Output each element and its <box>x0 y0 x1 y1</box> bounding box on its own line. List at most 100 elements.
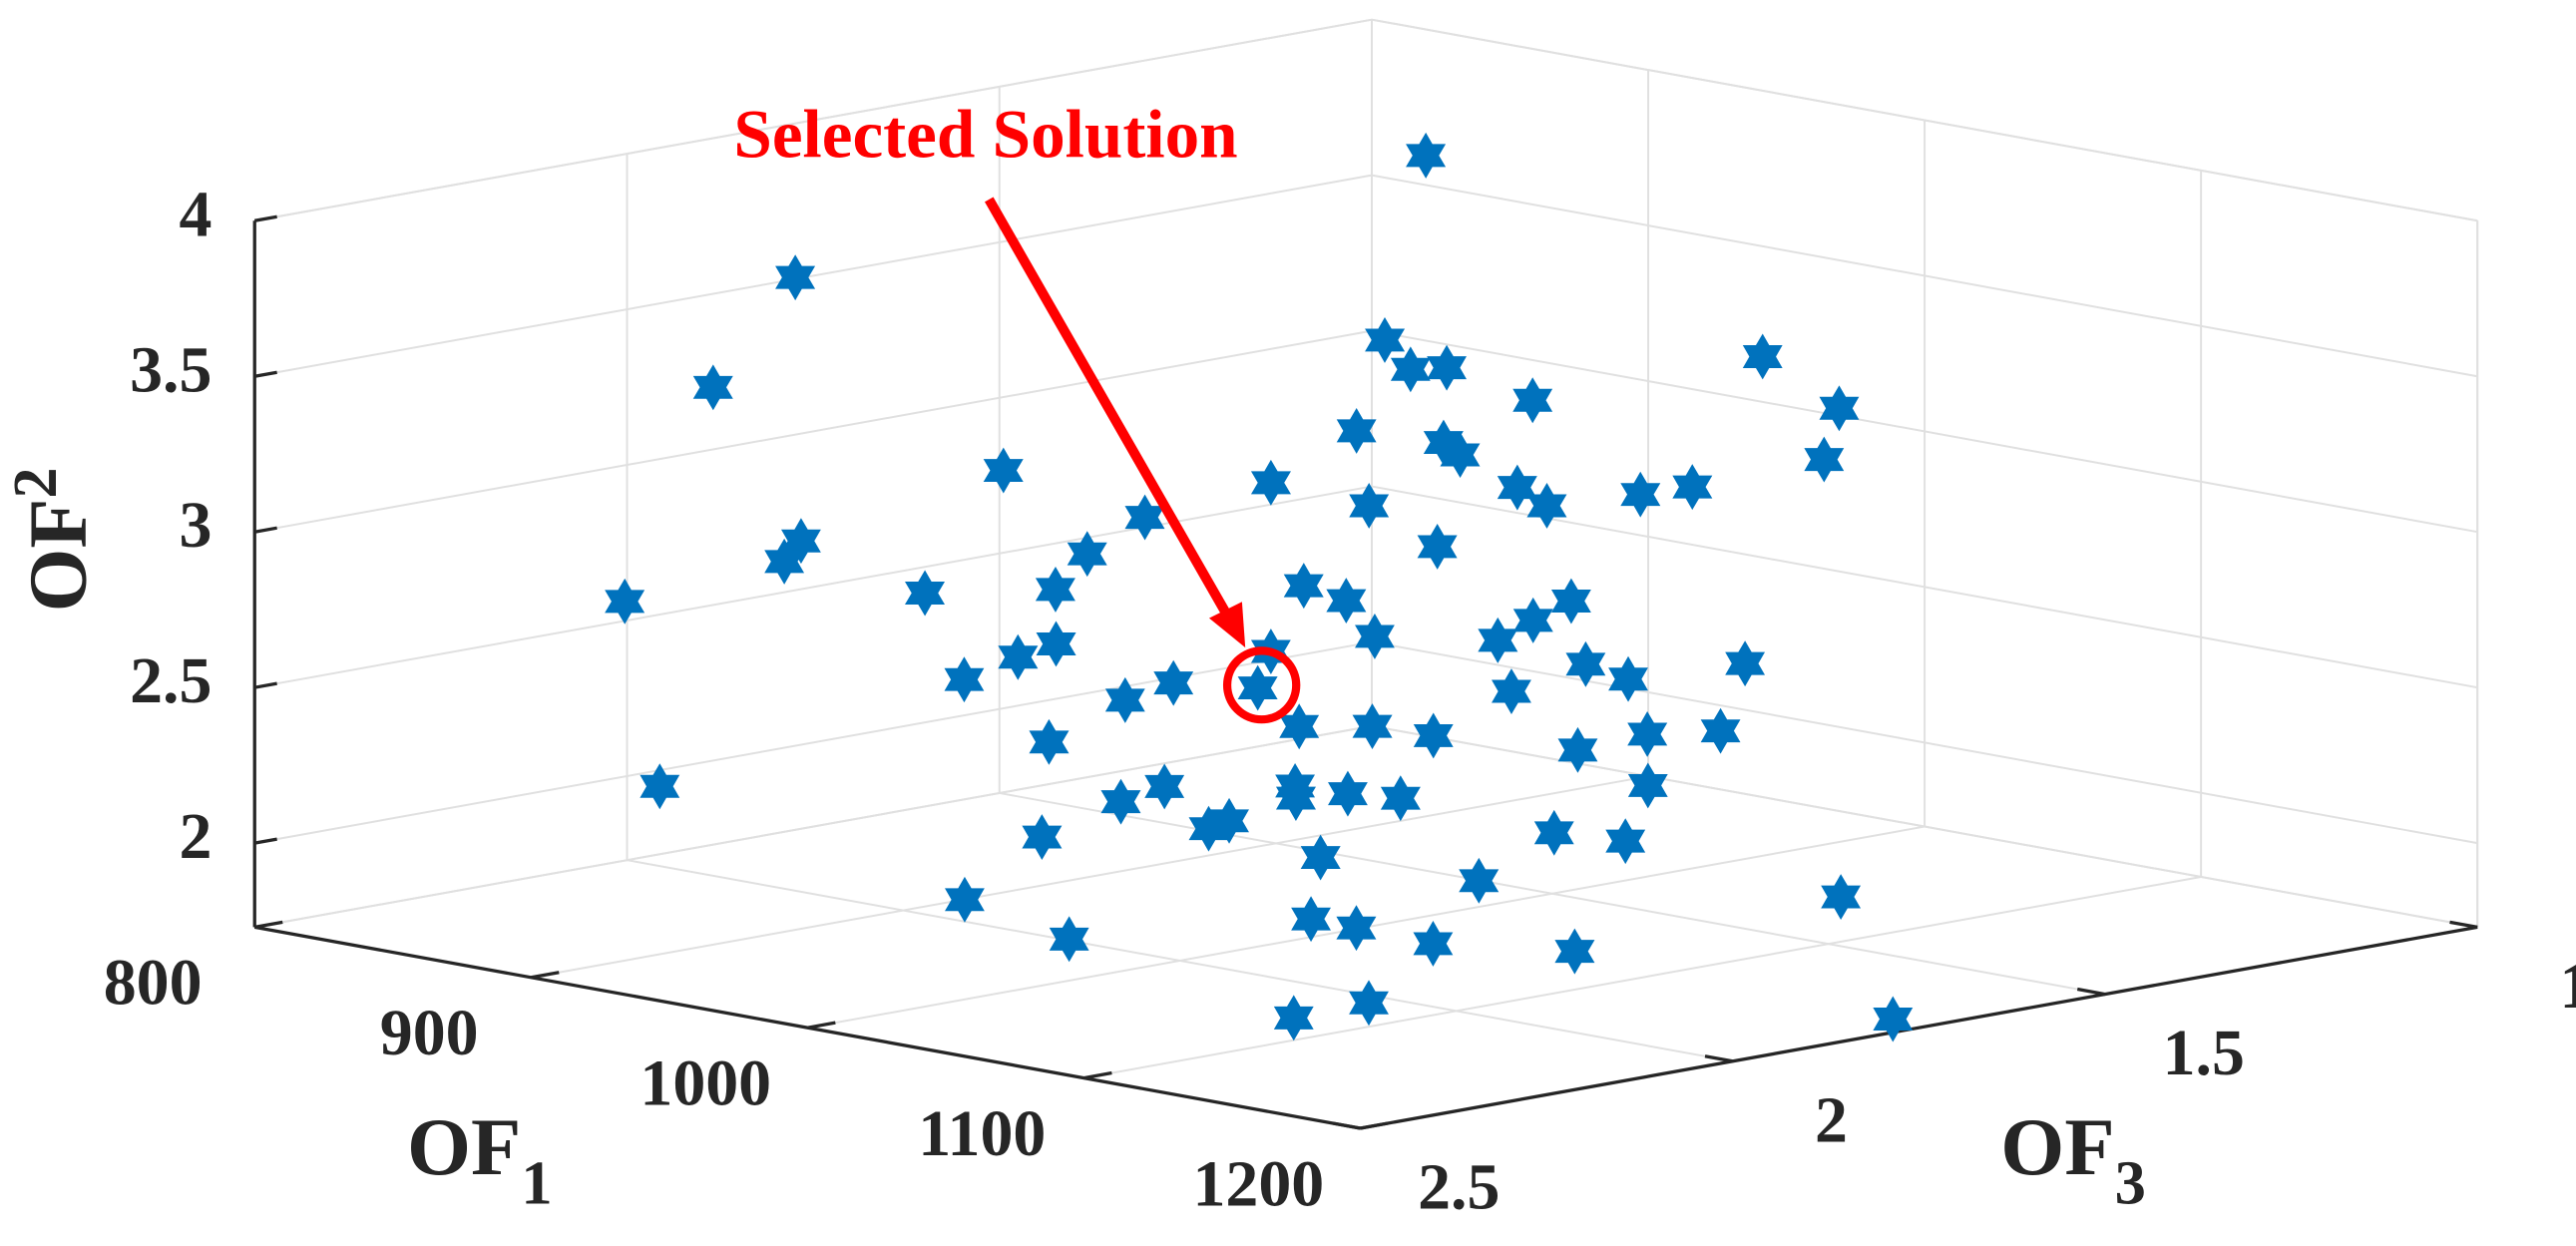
z-tick <box>253 214 277 222</box>
grid <box>253 18 2479 1129</box>
grid-line <box>999 791 2106 996</box>
z-axis-title-subscript: 2 <box>0 467 70 498</box>
point <box>1406 132 1447 179</box>
y-tick-label: 1.5 <box>2163 1017 2245 1089</box>
point <box>1627 711 1668 757</box>
grid-line <box>254 640 1373 845</box>
point <box>1124 494 1165 541</box>
y-tick <box>2076 987 2106 997</box>
grid-line <box>1371 18 2478 222</box>
y-axis-title-subscript: 3 <box>2115 1148 2146 1218</box>
y-tick-label: 2.5 <box>1418 1151 1500 1224</box>
point <box>1349 483 1390 529</box>
grid-line <box>1371 485 2478 689</box>
point <box>1440 432 1481 478</box>
point <box>1742 333 1783 380</box>
point <box>1250 459 1291 506</box>
point <box>1273 995 1314 1041</box>
point <box>1821 874 1862 920</box>
x-tick <box>807 1021 836 1030</box>
point <box>1022 814 1063 861</box>
point <box>1144 763 1185 810</box>
point <box>945 876 985 923</box>
z-tick-label: 4 <box>179 178 212 250</box>
point <box>1283 563 1324 610</box>
point <box>1497 464 1537 511</box>
point <box>1365 316 1406 363</box>
point <box>775 254 816 301</box>
point <box>944 656 985 703</box>
x-axis-title: OF1 <box>407 1101 553 1217</box>
grid-line <box>1371 640 2478 845</box>
point <box>1349 980 1389 1027</box>
grid-line <box>254 329 1373 534</box>
y-axis-title: OF3 <box>2000 1101 2146 1217</box>
annotation-arrow <box>985 197 1234 622</box>
point <box>1427 344 1467 391</box>
point <box>1380 775 1421 822</box>
point <box>1804 436 1845 483</box>
point <box>1533 809 1574 856</box>
x-axis-line <box>253 925 1361 1130</box>
grid-line <box>1371 724 2478 929</box>
point <box>1557 726 1598 773</box>
annotation-text: Selected Solution <box>733 96 1237 172</box>
annotation-circle <box>1222 646 1301 724</box>
point <box>1352 703 1393 750</box>
point <box>1104 676 1145 723</box>
point <box>692 364 733 411</box>
point <box>1512 377 1553 424</box>
x-tick <box>530 971 560 980</box>
x-tick-label: 800 <box>104 947 203 1020</box>
z-tick <box>253 837 277 845</box>
x-tick <box>1083 1070 1112 1080</box>
y-axis-title-text: OF <box>2000 1101 2114 1192</box>
point <box>1279 703 1320 750</box>
point <box>1390 346 1431 393</box>
point <box>1036 621 1076 667</box>
point <box>1512 597 1553 643</box>
point <box>1067 531 1107 578</box>
x-axis-title-subscript: 1 <box>521 1148 552 1218</box>
z-tick <box>253 526 277 534</box>
point <box>1237 664 1278 711</box>
z-tick-label: 2.5 <box>130 644 212 717</box>
annotation-arrowhead <box>1208 602 1246 648</box>
point <box>1328 770 1368 817</box>
point <box>1819 385 1860 432</box>
point <box>1035 566 1075 613</box>
point <box>1413 920 1454 967</box>
point <box>1627 762 1668 809</box>
point <box>1672 464 1713 511</box>
point <box>640 763 680 810</box>
y-tick-label: 2 <box>1815 1084 1848 1157</box>
grid-line <box>254 18 1373 222</box>
point <box>1554 928 1595 975</box>
point <box>983 447 1024 494</box>
point <box>1029 718 1070 765</box>
grid-line <box>254 485 1373 689</box>
point <box>1275 775 1316 821</box>
point <box>904 570 946 617</box>
point <box>1620 471 1661 518</box>
axes: 800 900 1000 1100 1200 1 1.5 2 2.5 2 2.5 3 3.5 4 <box>104 178 2576 1223</box>
grid-line <box>627 859 1733 1062</box>
y-tick <box>2449 920 2478 929</box>
marks <box>605 132 1914 1042</box>
point <box>1725 640 1766 687</box>
point <box>1605 818 1646 865</box>
annotation: Selected Solution <box>733 96 1301 724</box>
point <box>1153 659 1194 706</box>
point <box>998 633 1039 680</box>
point <box>1336 905 1377 952</box>
point <box>1459 857 1500 904</box>
point <box>1300 834 1341 881</box>
x-tick-label: 900 <box>380 997 479 1069</box>
grid-line <box>254 724 1373 929</box>
z-axis-title: OF2 <box>0 467 104 612</box>
x-tick-label: 1000 <box>640 1047 771 1120</box>
point <box>1492 668 1531 714</box>
point <box>1417 524 1458 570</box>
